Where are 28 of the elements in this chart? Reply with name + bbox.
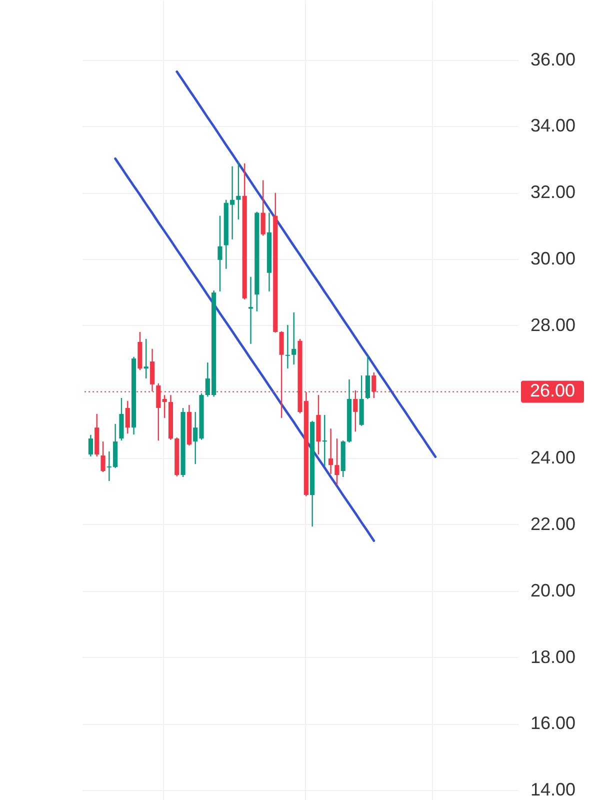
candlestick <box>125 400 130 434</box>
y-tick-label: 30.00 <box>530 248 576 268</box>
y-tick-label: 18.00 <box>530 646 576 667</box>
candlestick <box>292 312 296 366</box>
candlestick <box>144 338 148 380</box>
line-series <box>176 70 437 458</box>
candlestick <box>100 440 106 473</box>
candlestick <box>322 414 327 467</box>
candlestick <box>218 215 222 292</box>
candlestick <box>260 180 266 236</box>
y-tick-label: 32.00 <box>530 182 576 202</box>
candlestick <box>88 434 93 458</box>
ref-line-label: 26.00 <box>530 380 576 401</box>
candlestick <box>162 394 167 419</box>
y-tick-label: 14.00 <box>530 780 576 800</box>
candlestick <box>328 428 334 475</box>
candlestick <box>334 438 340 486</box>
candlestick <box>285 324 290 370</box>
candlestick <box>236 160 241 220</box>
y-tick-label: 20.00 <box>530 580 576 600</box>
y-tick-label: 24.00 <box>530 448 576 468</box>
line-series <box>114 157 376 542</box>
candlestick <box>365 355 370 400</box>
y-tick-label: 22.00 <box>530 514 576 534</box>
y-tick-label: 36.00 <box>530 49 576 70</box>
y-tick-label: 16.00 <box>530 713 576 734</box>
y-tick-label: 28.00 <box>530 314 576 335</box>
y-tick-label: 34.00 <box>530 116 576 136</box>
